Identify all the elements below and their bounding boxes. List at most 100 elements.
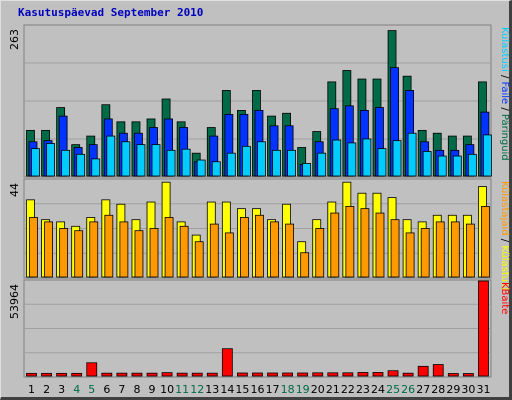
x-tick-label: 1 (28, 383, 35, 396)
bar-middle-Külastajaid-2 (44, 221, 53, 278)
bar-bottom-KBaite-27 (417, 365, 429, 377)
bar-middle-Külastajaid-25 (390, 219, 400, 278)
bar-top-Külastusi-29 (452, 155, 462, 177)
bar-bottom-KBaite-14 (221, 348, 233, 377)
bar-middle-Külastajaid-30 (465, 223, 475, 278)
bar-top-Külastusi-10 (166, 149, 176, 177)
bar-bottom-KBaite-20 (312, 372, 324, 377)
y-tick-label: 53964 (8, 284, 21, 319)
legend-middle: Külastajaid / Külastusi (499, 181, 510, 290)
bar-bottom-KBaite-19 (297, 372, 309, 377)
x-tick-label: 7 (118, 383, 125, 396)
x-tick-label: 21 (326, 383, 340, 396)
bar-top-Külastusi-4 (76, 153, 86, 177)
bar-middle-Külastajaid-11 (179, 225, 189, 278)
bar-middle-Külastajaid-24 (375, 212, 385, 278)
bar-middle-Külastajaid-23 (360, 208, 370, 278)
x-tick-label: 26 (401, 383, 415, 396)
legend-entry: Faile (499, 82, 510, 105)
bar-middle-Külastajaid-28 (435, 221, 445, 278)
bar-top-Külastusi-2 (46, 143, 55, 177)
bar-top-Külastusi-22 (347, 142, 357, 177)
x-tick-label: 22 (341, 383, 355, 396)
bar-bottom-KBaite-26 (402, 372, 414, 377)
bar-middle-Külastajaid-17 (270, 221, 279, 278)
x-tick-label: 18 (281, 383, 295, 396)
bar-top-Külastusi-23 (362, 138, 372, 177)
bar-middle-Külastajaid-8 (134, 230, 144, 278)
bar-bottom-KBaite-13 (206, 372, 218, 377)
legend-bottom: KBaite (499, 282, 510, 314)
bar-bottom-KBaite-6 (101, 372, 113, 377)
bar-top-Külastusi-9 (151, 144, 161, 177)
bar-top-Külastusi-1 (31, 148, 40, 177)
bar-middle-Külastajaid-27 (420, 228, 430, 278)
x-tick-label: 15 (235, 383, 249, 396)
x-tick-label: 6 (103, 383, 110, 396)
bar-bottom-KBaite-29 (447, 373, 459, 377)
bar-middle-Külastajaid-6 (104, 214, 114, 278)
bar-bottom-KBaite-16 (252, 372, 263, 377)
bar-bottom-KBaite-21 (327, 372, 339, 377)
bar-bottom-KBaite-5 (86, 362, 98, 377)
x-tick-label: 20 (311, 383, 325, 396)
x-tick-label: 17 (266, 383, 280, 396)
bar-top-Külastusi-7 (121, 141, 131, 177)
bar-top-Külastusi-13 (211, 161, 221, 177)
bar-top-Külastusi-15 (242, 145, 251, 177)
bar-middle-Külastajaid-31 (481, 206, 490, 278)
x-tick-label: 5 (88, 383, 95, 396)
bar-bottom-KBaite-8 (131, 372, 143, 377)
x-tick-label: 3 (58, 383, 65, 396)
bar-middle-Külastajaid-1 (29, 217, 38, 278)
legend-entry: Külastusi (499, 27, 510, 72)
bar-top-Külastusi-6 (106, 135, 116, 177)
bar-middle-Külastajaid-20 (315, 228, 325, 278)
bar-top-Külastusi-5 (91, 158, 101, 177)
bar-middle-Külastajaid-18 (285, 223, 294, 278)
bar-middle-Külastajaid-26 (405, 232, 415, 278)
y-tick-label: 44 (8, 183, 21, 197)
bar-top-Külastusi-21 (332, 139, 342, 177)
legend-top: Külastusi / Faile / Päringuid (499, 27, 510, 161)
bar-middle-Külastajaid-19 (300, 252, 310, 278)
x-tick-label: 10 (160, 383, 174, 396)
bar-top-Külastusi-24 (377, 148, 387, 177)
bar-top-Külastusi-11 (181, 148, 191, 177)
bar-middle-Külastajaid-13 (209, 223, 219, 278)
chart-title: Kasutuspäevad September 2010 (18, 6, 204, 19)
bar-bottom-KBaite-25 (387, 370, 399, 377)
bar-bottom-KBaite-7 (116, 372, 128, 377)
bar-bottom-KBaite-17 (267, 372, 278, 377)
y-tick-label: 263 (8, 29, 21, 50)
bar-middle-Külastajaid-5 (89, 221, 99, 278)
bar-middle-Külastajaid-12 (194, 241, 204, 278)
bar-bottom-KBaite-9 (146, 372, 158, 377)
bar-bottom-KBaite-31 (478, 280, 489, 377)
bar-bottom-KBaite-30 (462, 373, 474, 377)
x-tick-label: 16 (251, 383, 265, 396)
bar-bottom-KBaite-22 (342, 372, 354, 377)
x-tick-label: 24 (371, 383, 385, 396)
bar-bottom-KBaite-18 (282, 372, 293, 377)
bar-top-Külastusi-28 (437, 155, 447, 177)
legend-entry: Külastusi (499, 245, 510, 290)
legend-entry: KBaite (499, 282, 510, 314)
bar-bottom-KBaite-28 (432, 364, 444, 377)
x-tick-label: 29 (446, 383, 460, 396)
x-tick-label: 12 (190, 383, 204, 396)
bar-bottom-KBaite-1 (26, 372, 37, 377)
bar-middle-Külastajaid-9 (149, 228, 159, 278)
x-tick-label: 4 (73, 383, 80, 396)
bar-top-Külastusi-31 (483, 134, 492, 177)
bar-bottom-KBaite-12 (191, 372, 203, 377)
bar-bottom-KBaite-3 (56, 372, 68, 377)
bar-bottom-KBaite-10 (161, 372, 173, 377)
bar-middle-Külastajaid-22 (345, 206, 355, 278)
bar-top-Külastusi-19 (302, 163, 312, 177)
bar-middle-Külastajaid-10 (164, 217, 174, 278)
bar-middle-Külastajaid-3 (59, 228, 69, 278)
bar-middle-Külastajaid-29 (450, 221, 460, 278)
x-tick-label: 31 (476, 383, 490, 396)
